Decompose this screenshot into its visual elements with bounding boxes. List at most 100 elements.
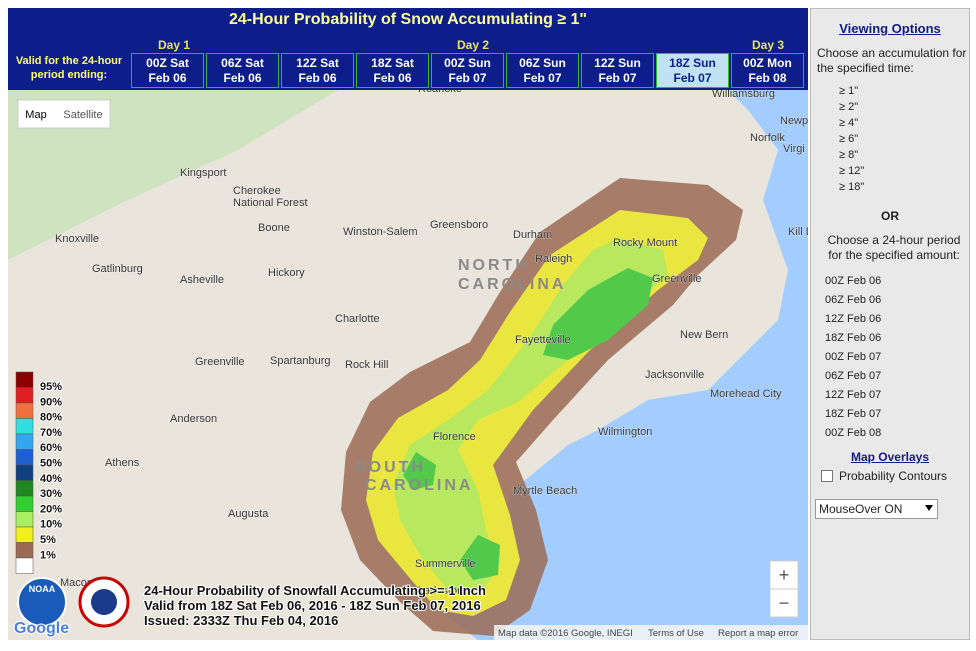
period-time: 12Z Sun bbox=[594, 56, 641, 70]
period-cell[interactable]: 18Z Sun Feb 07 bbox=[656, 53, 729, 88]
period-time: 18Z Sun bbox=[669, 56, 716, 70]
attribution[interactable]: Terms of Use bbox=[648, 628, 704, 639]
map-tabs: Map Satellite bbox=[17, 99, 111, 129]
map-tab[interactable]: Map bbox=[25, 109, 46, 121]
period-option[interactable]: 06Z Feb 07 bbox=[825, 370, 881, 382]
period-option[interactable]: 12Z Feb 06 bbox=[825, 313, 881, 325]
nws-inner bbox=[91, 589, 117, 615]
legend-label: 30% bbox=[40, 488, 62, 500]
sidebar: Viewing Options Choose an accumulation fo… bbox=[810, 8, 970, 640]
amount-label: ≥ 6" bbox=[839, 133, 859, 145]
place-label: Florence bbox=[433, 431, 476, 443]
place-label: Greenville bbox=[652, 273, 702, 285]
legend-label: 95% bbox=[40, 381, 62, 393]
legend-swatch bbox=[15, 387, 34, 404]
checkbox[interactable] bbox=[821, 470, 833, 482]
place-label: Norfolk bbox=[750, 132, 785, 144]
period-prompt: Choose a 24-hour period for the specifie… bbox=[827, 233, 961, 262]
period-option-label: 06Z Feb 06 bbox=[825, 294, 882, 306]
amount-option[interactable]: ≥ 2" bbox=[839, 101, 858, 113]
place-label: Gatlinburg bbox=[92, 263, 143, 275]
place-label: Hickory bbox=[268, 267, 305, 279]
period-date: Feb 06 bbox=[298, 71, 337, 85]
legend-label: 70% bbox=[40, 427, 62, 439]
place-label: Myrtle Beach bbox=[513, 485, 577, 497]
period-option[interactable]: 00Z Feb 06 bbox=[825, 275, 881, 287]
amount-option[interactable]: ≥ 4" bbox=[839, 117, 858, 129]
sidebar-title: Viewing Options bbox=[839, 21, 941, 36]
period-date: Feb 07 bbox=[523, 71, 562, 85]
place-label: Cherokee bbox=[233, 185, 281, 197]
amount-label: ≥ 4" bbox=[839, 117, 859, 129]
amount-option[interactable]: ≥ 18" bbox=[839, 181, 864, 193]
zoom-label[interactable]: − bbox=[779, 593, 790, 613]
period-option-label: 12Z Feb 07 bbox=[825, 389, 882, 401]
place-label: Rock Hill bbox=[345, 359, 388, 371]
place-label: NORTH bbox=[458, 257, 530, 274]
place-label: Greenville bbox=[195, 356, 245, 368]
amount-option[interactable]: ≥ 12" bbox=[839, 165, 864, 177]
period-option-label: 00Z Feb 07 bbox=[825, 351, 882, 363]
google-logo: Google bbox=[14, 620, 69, 637]
day-label: Day 1 bbox=[157, 38, 191, 52]
period-cell[interactable]: 18Z Sat Feb 06 bbox=[356, 53, 429, 88]
period-cell[interactable]: 06Z Sat Feb 06 bbox=[206, 53, 279, 88]
legend-swatch bbox=[15, 557, 34, 574]
period-option[interactable]: 18Z Feb 06 bbox=[825, 332, 881, 344]
legend-label: 60% bbox=[40, 442, 62, 454]
attribution: Map data ©2016 Google, INEGI bbox=[498, 628, 633, 639]
place-label: CAROLINA bbox=[365, 477, 473, 494]
map-tab[interactable]: Satellite bbox=[63, 109, 102, 121]
period-option-label: 18Z Feb 07 bbox=[825, 408, 882, 420]
or-label: OR bbox=[881, 209, 899, 223]
amount-option[interactable]: ≥ 6" bbox=[839, 133, 858, 145]
period-cell[interactable]: 00Z Mon Feb 08 bbox=[731, 53, 804, 88]
period-date: Feb 06 bbox=[373, 71, 412, 85]
legend-label: 80% bbox=[40, 412, 62, 424]
period-cell[interactable]: 00Z Sat Feb 06 bbox=[131, 53, 204, 88]
period-time: 06Z Sat bbox=[221, 56, 264, 70]
period-option-label: 00Z Feb 08 bbox=[825, 427, 882, 439]
period-option[interactable]: 06Z Feb 06 bbox=[825, 294, 881, 306]
place-label: Charlotte bbox=[335, 313, 380, 325]
info-line: 24-Hour Probability of Snowfall Accumula… bbox=[144, 583, 486, 598]
legend-label: 50% bbox=[40, 458, 62, 470]
attribution[interactable]: Report a map error bbox=[718, 628, 798, 639]
amount-option[interactable]: ≥ 8" bbox=[839, 149, 858, 161]
legend-label: 10% bbox=[40, 519, 62, 531]
legend-label: 1% bbox=[40, 549, 56, 561]
period-cell[interactable]: 12Z Sun Feb 07 bbox=[581, 53, 654, 88]
legend-swatch bbox=[15, 433, 34, 450]
legend-swatch bbox=[15, 418, 34, 435]
period-option-label: 12Z Feb 06 bbox=[825, 313, 882, 325]
period-option[interactable]: 00Z Feb 07 bbox=[825, 351, 881, 363]
zoom-button[interactable] bbox=[769, 588, 799, 618]
period-cell[interactable]: 12Z Sat Feb 06 bbox=[281, 53, 354, 88]
place-label: Augusta bbox=[228, 508, 269, 520]
select[interactable]: MouseOver ON bbox=[815, 499, 938, 519]
accum-prompt: Choose an accumulation for the specified… bbox=[817, 46, 967, 75]
period-option[interactable]: 18Z Feb 07 bbox=[825, 408, 881, 420]
place-label: Spartanburg bbox=[270, 355, 331, 367]
place-label: National Forest bbox=[233, 197, 308, 209]
amount-option[interactable]: ≥ 1" bbox=[839, 85, 858, 97]
zoom-label[interactable]: + bbox=[779, 565, 790, 585]
legend-swatch bbox=[15, 511, 34, 528]
period-date: Feb 07 bbox=[448, 71, 487, 85]
header: 24-Hour Probability of Snow Accumulating… bbox=[8, 8, 808, 90]
overlay-option[interactable]: Probability Contours bbox=[821, 469, 947, 483]
legend-swatch bbox=[15, 464, 34, 481]
period-cell[interactable]: 06Z Sun Feb 07 bbox=[506, 53, 579, 88]
contour-30b bbox=[403, 452, 436, 490]
period-time: 18Z Sat bbox=[371, 56, 414, 70]
zoom-button[interactable] bbox=[769, 560, 799, 590]
legend-swatch bbox=[15, 449, 34, 466]
period-option[interactable]: 00Z Feb 08 bbox=[825, 427, 881, 439]
place-label: Anderson bbox=[170, 413, 217, 425]
period-time: 00Z Sun bbox=[444, 56, 491, 70]
period-option[interactable]: 12Z Feb 07 bbox=[825, 389, 881, 401]
place-label: Boone bbox=[258, 222, 290, 234]
map-overlays: Map Satellite Kingsport Boone Winston-Salem G… bbox=[13, 90, 808, 640]
period-cell[interactable]: 00Z Sun Feb 07 bbox=[431, 53, 504, 88]
